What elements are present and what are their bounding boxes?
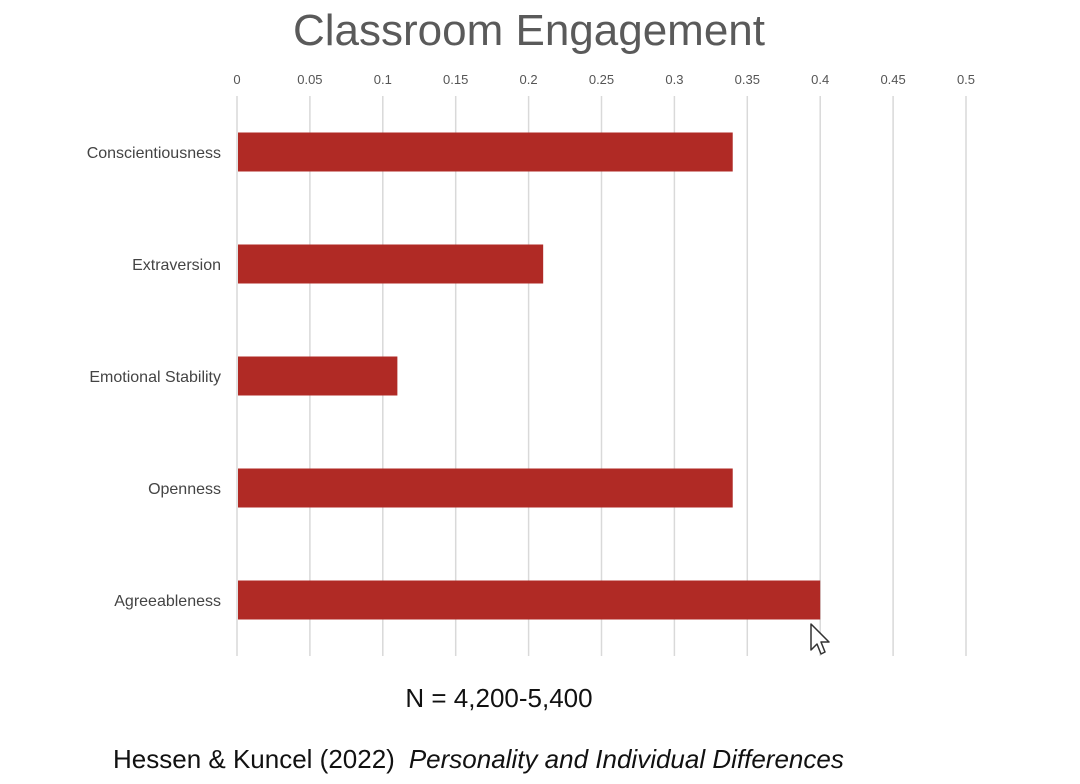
category-label: Emotional Stability [89, 369, 221, 386]
category-labels: Conscientiousness Extraversion Emotional S… [87, 145, 221, 610]
bars [238, 132, 821, 620]
citation-authors: Hessen & Kuncel (2022) [113, 744, 395, 774]
x-tick-label: 0 [233, 72, 240, 87]
category-label: Openness [148, 481, 221, 498]
bar-agreeableness [238, 580, 821, 620]
citation: Hessen & Kuncel (2022) Personality and In… [113, 744, 844, 775]
x-tick-label: 0.4 [811, 72, 829, 87]
x-tick-label: 0.35 [735, 72, 760, 87]
x-tick-label: 0.3 [665, 72, 683, 87]
x-tick-label: 0.2 [520, 72, 538, 87]
bar-extraversion [238, 244, 544, 284]
citation-journal: Personality and Individual Differences [408, 744, 844, 774]
x-tick-label: 0.25 [589, 72, 614, 87]
bar-emotional-stability [238, 356, 398, 396]
category-label: Extraversion [132, 257, 221, 274]
x-axis-ticks: 0 0.05 0.1 0.15 0.2 0.25 0.3 0.35 0.4 0.45 0.5 [233, 72, 975, 87]
bar-conscientiousness [238, 132, 733, 172]
x-tick-label: 0.5 [957, 72, 975, 87]
category-label: Conscientiousness [87, 145, 221, 162]
x-tick-label: 0.05 [297, 72, 322, 87]
bar-openness [238, 468, 733, 508]
x-tick-label: 0.45 [880, 72, 905, 87]
chart-title: Classroom Engagement [292, 6, 765, 55]
sample-size-note: N = 4,200-5,400 [405, 683, 593, 713]
x-tick-label: 0.15 [443, 72, 468, 87]
x-tick-label: 0.1 [374, 72, 392, 87]
mouse-pointer-icon [810, 623, 830, 655]
category-label: Agreeableness [114, 593, 221, 610]
